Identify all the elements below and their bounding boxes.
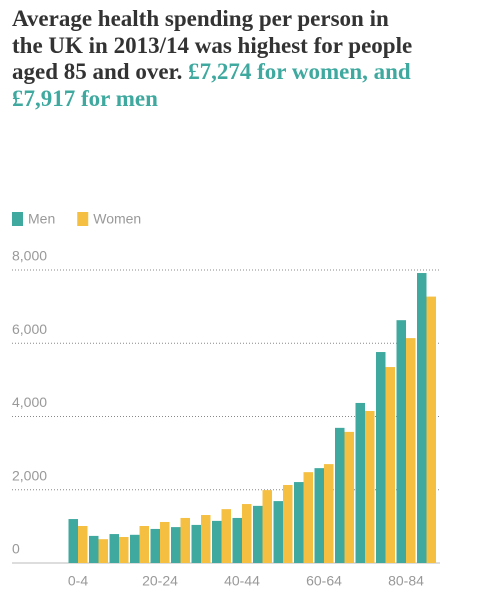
bar xyxy=(130,534,140,563)
bar xyxy=(180,517,190,563)
chart-title: Average health spending per person in th… xyxy=(12,6,413,84)
legend-label: Men xyxy=(28,211,55,227)
x-tick-label: 60-64 xyxy=(306,573,342,589)
bar xyxy=(150,528,160,563)
bar xyxy=(335,427,345,563)
bar xyxy=(314,468,324,563)
bar xyxy=(221,509,231,563)
bar xyxy=(119,536,129,563)
title-highlight: £7,274 for women, and £7,917 for men xyxy=(12,59,411,111)
bar xyxy=(324,464,334,563)
x-tick-label: 40-44 xyxy=(224,573,260,589)
y-tick-label: 4,000 xyxy=(12,394,47,410)
bar xyxy=(160,521,170,563)
x-tick-label: 0-4 xyxy=(68,573,88,589)
chart-title-block: Average health spending per person in th… xyxy=(12,6,422,112)
y-tick-label: 8,000 xyxy=(12,248,47,264)
legend-swatch xyxy=(77,212,89,226)
bar xyxy=(171,527,181,563)
bar xyxy=(365,411,375,563)
bar xyxy=(191,524,201,563)
bar xyxy=(283,484,293,563)
bar xyxy=(273,501,283,563)
bar xyxy=(426,296,436,563)
legend-label: Women xyxy=(93,211,141,227)
bar xyxy=(242,504,252,563)
x-tick-label: 20-24 xyxy=(142,573,178,589)
bar xyxy=(376,352,386,563)
bar xyxy=(385,367,395,563)
bar xyxy=(232,517,242,563)
bar xyxy=(139,526,149,563)
bar xyxy=(201,515,211,563)
y-tick-label: 2,000 xyxy=(12,467,47,483)
bar xyxy=(294,482,304,563)
bar xyxy=(98,539,108,563)
bar xyxy=(344,431,354,563)
bar xyxy=(253,505,263,563)
bar xyxy=(212,520,222,563)
legend-swatch xyxy=(12,212,23,226)
bar xyxy=(303,472,313,563)
x-tick-label: 80-84 xyxy=(388,573,424,589)
y-tick-label: 0 xyxy=(12,541,20,557)
bar xyxy=(89,535,99,563)
bar xyxy=(417,273,427,563)
bar xyxy=(262,490,272,563)
bar xyxy=(396,320,406,563)
y-tick-label: 6,000 xyxy=(12,321,47,337)
bar xyxy=(406,338,416,563)
bar xyxy=(355,402,365,563)
bar xyxy=(68,519,78,563)
bar xyxy=(78,526,88,563)
bar xyxy=(109,534,119,563)
